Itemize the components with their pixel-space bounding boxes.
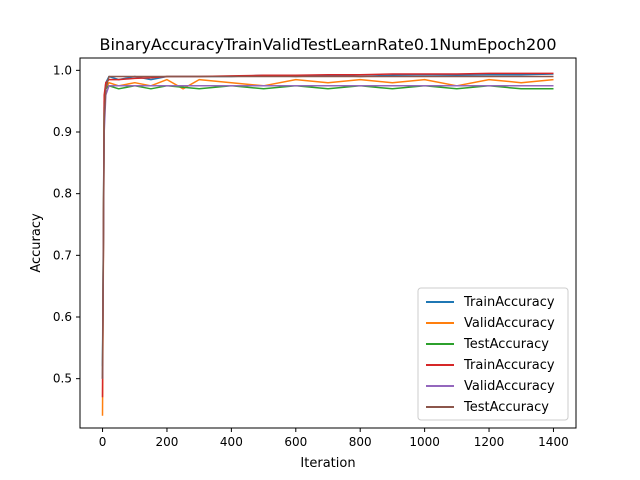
x-tick-label: 600 [284,435,307,449]
x-tick-label: 1200 [474,435,505,449]
x-tick-label: 200 [156,435,179,449]
y-axis-label: Accuracy [29,213,44,273]
y-tick-label: 0.9 [53,125,72,139]
series-line-2 [101,78,554,416]
y-tick-label: 0.5 [53,372,72,386]
legend-label: ValidAccuracy [464,379,555,394]
legend-label: TestAccuracy [463,400,549,415]
plot-frame [79,57,577,429]
series-layer [101,72,554,416]
x-tick-label: 1000 [409,435,440,449]
series-line-6 [101,75,554,379]
legend-label: TestAccuracy [463,337,549,352]
chart-title: BinaryAccuracyTrainValidTestLearnRate0.1… [100,35,557,54]
x-tick-label: 800 [349,435,372,449]
x-axis-label: Iteration [300,456,355,471]
legend-label: TrainAccuracy [463,358,555,373]
legend: TrainAccuracy ValidAccuracy TestAccuracy Tr… [417,287,569,421]
plot-area [79,57,577,429]
series-line-4 [101,72,554,398]
y-tick-label: 0.8 [53,187,72,201]
legend-box [417,287,569,421]
legend-label: TrainAccuracy [463,295,555,310]
y-tick-label: 1.0 [53,63,72,77]
x-tick-label: 400 [220,435,243,449]
y-axis: 0.5 0.6 0.7 0.8 0.9 1.0 [53,63,80,386]
x-tick-label: 1400 [538,435,569,449]
legend-label: ValidAccuracy [464,316,555,331]
x-tick-label: 0 [99,435,107,449]
y-tick-label: 0.6 [53,310,72,324]
series-line-5 [101,85,554,379]
y-tick-label: 0.7 [53,248,72,262]
x-axis: 0 200 400 600 800 1000 1200 1400 [99,428,569,449]
